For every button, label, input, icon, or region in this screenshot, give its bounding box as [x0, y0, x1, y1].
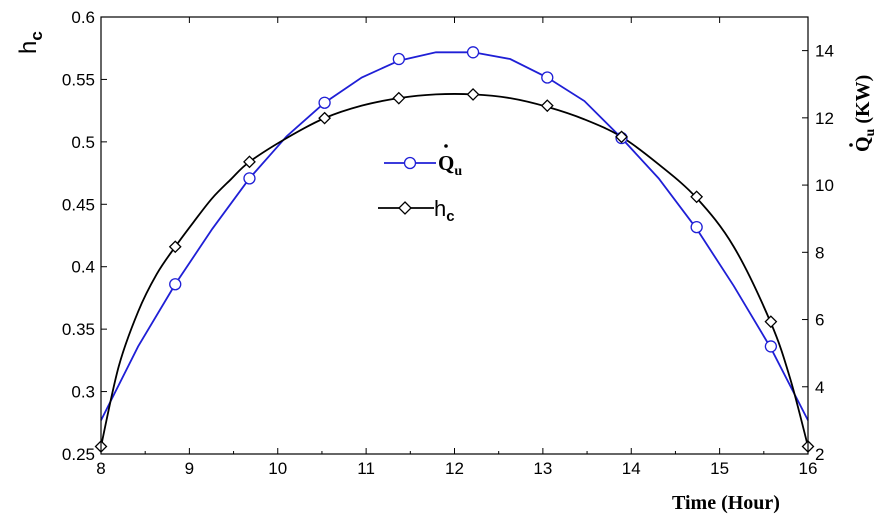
svg-text:Qu (KW): Qu (KW)	[852, 75, 878, 152]
y-axis-left-label: hc	[15, 31, 46, 54]
x-tick-label: 11	[357, 459, 375, 478]
legend-label-hc: hc	[434, 196, 455, 225]
y-left-tick-label: 0.25	[62, 445, 95, 464]
legend-marker-qu	[403, 156, 417, 170]
legend-label-qu-sub: u	[454, 164, 462, 179]
x-tick-label: 16	[799, 459, 818, 478]
data-point-h-c	[466, 87, 480, 101]
series-line-h-c	[100, 93, 809, 447]
y-right-tick-label: 10	[815, 176, 834, 195]
y-axis-right-label-base: Q	[852, 136, 874, 152]
y-axis-right-label: Qu (KW)	[849, 75, 878, 152]
data-point-q-u	[169, 278, 182, 291]
ticks-layer: 8 9 10 11 12 13 14 15 16 0.25 0.3 0.35 0.4 0.45 0.5 0.5…	[62, 8, 834, 478]
y-right-tick-label: 4	[815, 378, 824, 397]
data-point-q-u	[466, 46, 480, 59]
x-tick-label: 12	[445, 459, 464, 478]
y-axis-right-label-unit: (KW)	[852, 75, 874, 129]
x-tick-label: 13	[533, 459, 552, 478]
data-point-q-u	[318, 96, 331, 109]
data-point-h-c	[318, 111, 332, 125]
y-left-tick-label: 0.35	[62, 320, 95, 339]
y-left-tick-label: 0.45	[62, 195, 95, 214]
y-left-tick-label: 0.4	[71, 258, 95, 277]
q-dot-right	[849, 143, 853, 147]
y-axis-right-label-sub: u	[863, 128, 878, 136]
x-axis-label: Time (Hour)	[672, 492, 780, 514]
data-point-h-c	[615, 130, 628, 144]
series-line-q-u	[100, 51, 809, 421]
legend-label-qu-base: Q	[438, 151, 454, 175]
y-left-tick-label: 0.55	[62, 70, 95, 89]
data-point-h-c	[690, 190, 704, 204]
y-right-tick-label: 12	[815, 109, 834, 128]
data-point-h-c	[764, 315, 778, 329]
data-point-h-c	[392, 91, 406, 105]
y-axis-left-label-base: h	[15, 41, 42, 54]
y-axis-left-label-sub: c	[27, 31, 46, 40]
legend: Qu hc	[378, 144, 462, 225]
x-tick-label: 9	[185, 459, 194, 478]
y-right-tick-label: 6	[815, 311, 824, 330]
y-left-tick-label: 0.5	[71, 133, 95, 152]
legend-label-hc-base: h	[434, 196, 446, 221]
legend-marker-hc	[398, 201, 412, 215]
data-point-h-c	[540, 99, 554, 113]
legend-label-qu: Qu	[438, 151, 462, 179]
y-left-tick-label: 0.3	[71, 383, 95, 402]
y-right-tick-label: 8	[815, 243, 824, 262]
data-point-q-u	[541, 71, 554, 84]
x-tick-label: 8	[96, 459, 105, 478]
data-point-h-c	[243, 155, 256, 169]
data-point-q-u	[764, 340, 778, 353]
data-point-h-c	[168, 240, 182, 254]
y-right-tick-label: 2	[815, 445, 824, 464]
series-layer	[94, 46, 815, 453]
data-point-q-u	[243, 172, 256, 185]
data-point-q-u	[392, 52, 405, 66]
x-tick-label: 10	[268, 459, 287, 478]
y-right-tick-label: 14	[815, 42, 834, 61]
q-dot-legend	[444, 144, 448, 148]
y-left-tick-label: 0.6	[71, 8, 95, 27]
x-tick-label: 14	[622, 459, 641, 478]
data-point-q-u	[690, 220, 703, 234]
legend-label-hc-sub: c	[446, 208, 454, 225]
x-tick-label: 15	[710, 459, 729, 478]
